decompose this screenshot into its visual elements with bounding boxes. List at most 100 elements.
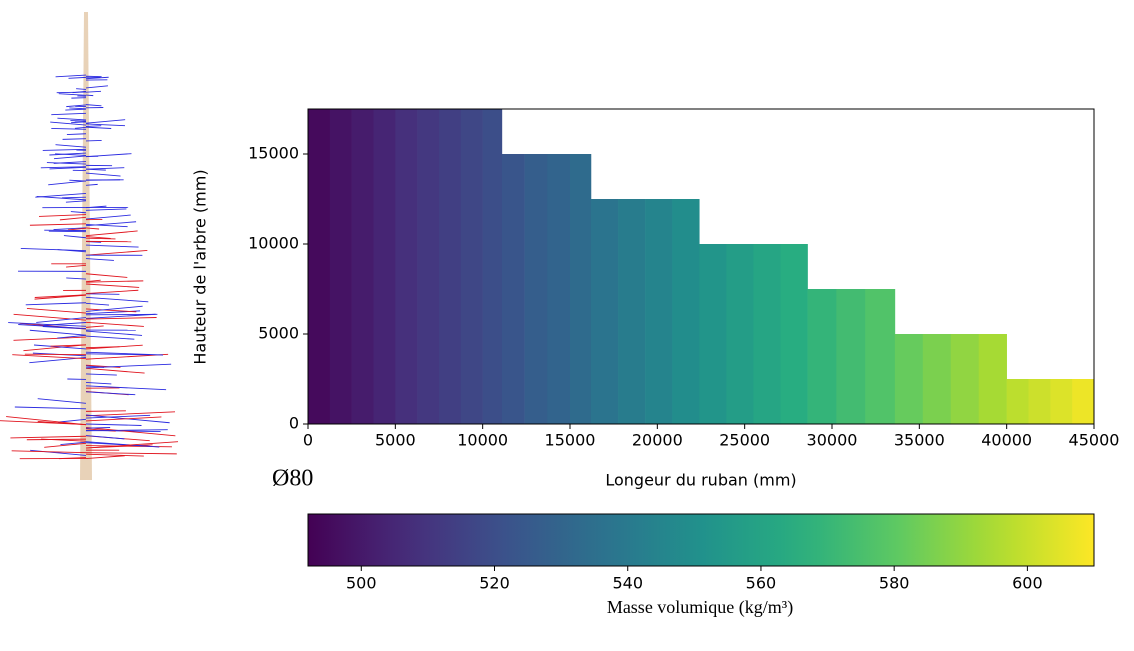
colorbar-tick-label: 520 (479, 574, 510, 593)
branch (13, 313, 87, 321)
branch (0, 420, 87, 425)
branch (85, 441, 179, 449)
branch (85, 411, 176, 417)
branch (85, 441, 160, 448)
branch (85, 335, 135, 340)
branch (85, 353, 150, 356)
branch (85, 205, 107, 209)
branch (85, 280, 144, 283)
heatmap-cell (780, 244, 808, 424)
branch (85, 330, 143, 336)
x-tick-label: 5000 (375, 431, 416, 450)
branch (85, 250, 148, 256)
branch (85, 365, 105, 368)
heatmap-cell (865, 289, 896, 424)
branch (12, 354, 87, 360)
branch (85, 373, 117, 376)
heatmap-cell (329, 109, 352, 424)
y-tick-label: 10000 (248, 234, 299, 253)
branch (58, 418, 87, 423)
heatmap-cell (618, 199, 646, 424)
heatmap-cell (417, 109, 440, 424)
branch (85, 172, 121, 177)
colorbar-tick-label: 580 (879, 574, 910, 593)
heatmap-cell (501, 154, 525, 424)
branch (11, 450, 87, 454)
branch (85, 435, 125, 440)
heatmap-cell (645, 199, 673, 424)
heatmap-cell (726, 244, 754, 424)
heatmap-cell (836, 289, 866, 424)
tree-illustration (0, 12, 179, 480)
x-tick-label: 40000 (981, 431, 1032, 450)
branch (85, 237, 116, 240)
branch (85, 423, 142, 426)
branch (67, 227, 87, 231)
branch (85, 289, 139, 295)
branch (85, 168, 106, 171)
branch (85, 76, 109, 80)
branch (85, 223, 128, 228)
heatmap-cell (753, 244, 781, 424)
heatmap-cell (672, 199, 700, 424)
heatmap-cell (482, 109, 503, 424)
branch (76, 88, 87, 90)
branch (48, 180, 87, 186)
branch (85, 429, 168, 432)
heatmap-cell (460, 109, 483, 424)
x-tick-label: 20000 (632, 431, 683, 450)
branch (33, 344, 87, 350)
x-tick-label: 15000 (545, 431, 596, 450)
x-tick-label: 10000 (457, 431, 508, 450)
colorbar-label: Masse volumique (kg/m³) (607, 597, 793, 618)
branch (24, 353, 87, 356)
heatmap-cell (308, 109, 331, 424)
annotation: Ø80 (272, 466, 313, 492)
branch (85, 279, 101, 283)
branch (26, 307, 87, 314)
branch (85, 381, 112, 385)
branch (65, 108, 87, 111)
branch (85, 119, 126, 124)
branch (55, 144, 87, 148)
branch (46, 162, 87, 165)
branch (36, 317, 87, 323)
branch (51, 112, 87, 116)
branch (85, 427, 111, 429)
branch (85, 139, 102, 142)
heatmap-cell (395, 109, 418, 424)
y-tick-label: 15000 (248, 144, 299, 163)
heatmap-cell (894, 334, 924, 424)
branch (85, 283, 140, 288)
branch (63, 235, 87, 239)
trunk (80, 12, 92, 480)
branch (85, 308, 137, 313)
heatmap-cell (373, 109, 396, 424)
branch (65, 200, 87, 203)
branch (85, 75, 102, 78)
y-axis-label: Hauteur de l'arbre (mm) (191, 169, 210, 364)
y-tick-label: 0 (289, 414, 299, 433)
heatmap-cell (351, 109, 374, 424)
branch (29, 329, 87, 336)
branch (69, 107, 87, 110)
branch (85, 94, 94, 97)
branch (85, 391, 136, 396)
branch (10, 435, 87, 439)
branch (68, 76, 87, 79)
branch (66, 133, 87, 135)
branch (85, 416, 162, 422)
branch (85, 325, 104, 328)
branch (20, 247, 87, 252)
branch (85, 123, 126, 127)
branch (61, 196, 87, 199)
branch (50, 344, 87, 347)
branch (85, 236, 111, 239)
branch (85, 104, 102, 107)
branch (85, 258, 114, 261)
branch (85, 230, 138, 237)
heatmap-cell (1006, 379, 1029, 424)
heatmap-cell (570, 154, 592, 424)
branch (85, 125, 102, 127)
